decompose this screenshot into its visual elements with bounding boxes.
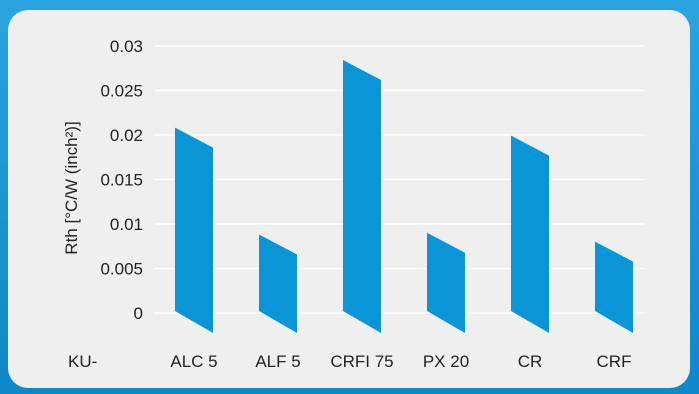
y-tick-label: 0.02 [110,126,143,145]
category-label: CRFI 75 [330,352,393,371]
grid-lines [155,45,644,314]
category-prefix: KU- [68,352,97,371]
category-label: CR [518,352,543,371]
y-tick-label: 0.03 [110,37,143,56]
y-axis-label: Rth [°C/W (inch²)] [62,121,81,254]
bar [595,241,633,333]
category-label: PX 20 [423,352,469,371]
bar [175,127,213,333]
bar [259,234,297,333]
y-tick-label: 0 [134,304,143,323]
category-label: ALF 5 [255,352,300,371]
y-tick-labels: 0.03 0.025 0.02 0.015 0.01 0.005 0 [100,37,143,323]
category-label: ALC 5 [170,352,217,371]
y-tick-label: 0.025 [100,82,143,101]
bar [343,60,381,333]
bars [175,60,633,333]
bar [511,135,549,333]
y-tick-label: 0.015 [100,171,143,190]
y-tick-label: 0.005 [100,260,143,279]
bar [427,232,465,333]
category-label: CRF [597,352,632,371]
category-labels: ALC 5 ALF 5 CRFI 75 PX 20 CR CRF [170,352,631,371]
y-tick-label: 0.01 [110,215,143,234]
